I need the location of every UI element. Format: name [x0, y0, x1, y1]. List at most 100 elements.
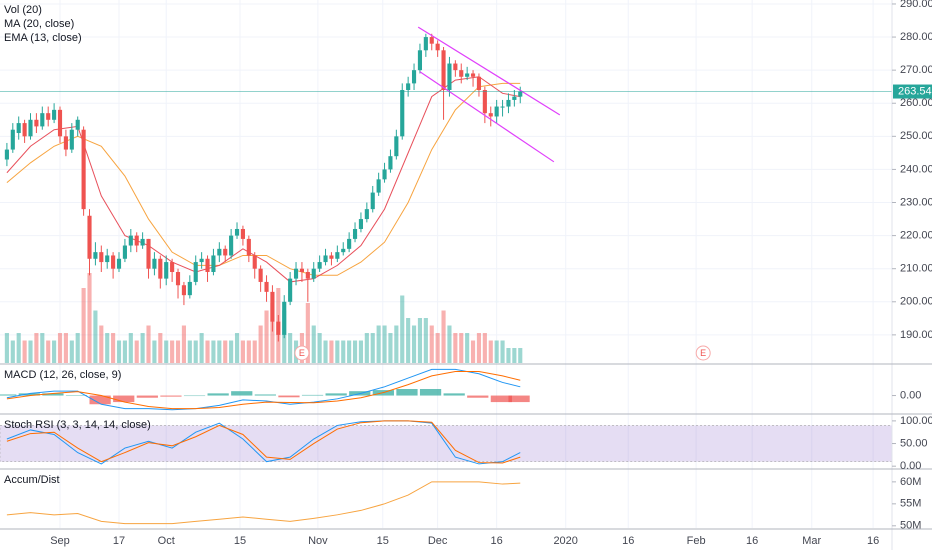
x-tick-label: 2020: [553, 535, 577, 547]
y-tick-label: 240.00: [900, 163, 932, 175]
x-tick-label: Oct: [158, 535, 175, 547]
candle-body: [63, 136, 68, 150]
volume-bar: [146, 325, 151, 363]
volume-bar: [270, 303, 275, 363]
labels: Vol (20) MA (20, close) EMA (13, close) …: [4, 0, 932, 547]
indicator-line: [6, 420, 521, 464]
volume-bar: [494, 340, 499, 363]
candle-body: [429, 37, 434, 44]
candle-body: [347, 238, 352, 249]
volume-bar: [158, 333, 163, 363]
legend-entry: Vol (20): [4, 4, 42, 16]
candle-body: [122, 245, 127, 259]
candle-body: [175, 272, 181, 286]
candle-body: [494, 106, 499, 117]
volume-bar: [406, 318, 411, 363]
volume-bar: [376, 325, 381, 363]
candle-body: [158, 258, 163, 279]
volume-bar: [152, 340, 157, 363]
volume-bar: [57, 333, 63, 363]
volume-bar: [305, 303, 310, 363]
y-tick-label: 210.00: [900, 263, 932, 275]
volume-bar: [258, 325, 263, 363]
volume-bar: [429, 325, 434, 363]
y-tick-label: 100.00: [900, 415, 932, 427]
pane-title: MACD (12, 26, close, 9): [4, 369, 121, 381]
volume-bar: [16, 333, 21, 363]
candle-body: [435, 43, 440, 51]
volume-bar: [193, 340, 198, 363]
volume-bar: [447, 325, 452, 363]
y-tick-label: 50.00: [900, 437, 928, 449]
histogram-bar: [254, 394, 276, 396]
y-tick-label: 60M: [900, 476, 921, 488]
x-tick-label: 17: [113, 535, 125, 547]
candle-body: [164, 262, 169, 279]
y-tick-label: 50M: [900, 520, 921, 532]
y-tick-label: 190.00: [900, 329, 932, 341]
histogram-bar: [419, 389, 442, 396]
histogram-bar: [65, 395, 88, 396]
candle-body: [134, 235, 139, 246]
candle-body: [246, 238, 251, 256]
volume-bar: [22, 340, 27, 363]
x-tick-label: 16: [746, 535, 758, 547]
volume-bar: [69, 340, 74, 363]
volume-bar: [205, 340, 210, 363]
indicator-line: [6, 371, 521, 410]
volume-bar: [352, 340, 358, 363]
x-tick-label: Dec: [428, 535, 448, 547]
candle-body: [4, 149, 9, 160]
candle-body: [441, 50, 446, 91]
volume-bar: [246, 340, 251, 363]
histogram-bar: [278, 395, 300, 398]
earnings-marker: [695, 345, 711, 361]
volume-bar: [264, 310, 269, 363]
grid: [0, 0, 892, 528]
candle-body: [388, 156, 393, 170]
volume-bar: [441, 310, 446, 363]
volume-bar: [10, 340, 15, 363]
volume-bar: [335, 340, 340, 363]
volume-bar: [229, 340, 234, 363]
trendline: [417, 26, 561, 116]
candle-body: [305, 272, 310, 279]
pane-title: Accum/Dist: [4, 474, 60, 486]
volume-bar: [87, 273, 92, 363]
volume-bar: [323, 340, 328, 363]
volume-bar: [388, 333, 393, 363]
candle-body: [81, 129, 86, 210]
candle-body: [22, 123, 27, 137]
candle-body: [111, 255, 116, 269]
candle-body: [69, 129, 74, 150]
volume-bar: [28, 340, 33, 363]
candle-body: [341, 248, 346, 253]
candle-body: [46, 113, 51, 120]
candle-body: [52, 109, 57, 120]
candle-body: [518, 91, 523, 97]
volume-bar: [34, 333, 39, 363]
volume-bar: [175, 340, 181, 363]
earnings-label: E: [700, 348, 706, 358]
candle-body: [447, 63, 452, 91]
volume-bar: [470, 340, 476, 363]
candle-body: [28, 119, 33, 137]
candle-body: [470, 73, 476, 77]
candle-body: [146, 238, 151, 269]
x-tick-label: Nov: [308, 535, 328, 547]
candle-body: [99, 252, 104, 263]
volume-bar: [52, 340, 57, 363]
candle-body: [187, 281, 192, 296]
volume-bar: [465, 333, 470, 363]
y-tick-label: 55M: [900, 498, 921, 510]
candle-body: [465, 73, 470, 77]
candle-body: [417, 50, 423, 71]
candle-body: [10, 129, 15, 150]
candle-body: [299, 268, 304, 273]
candle-body: [205, 258, 210, 273]
volume-bar: [506, 348, 511, 363]
candle-body: [382, 169, 387, 180]
pane-title: Stoch RSI (3, 3, 14, 14, close): [4, 419, 151, 431]
